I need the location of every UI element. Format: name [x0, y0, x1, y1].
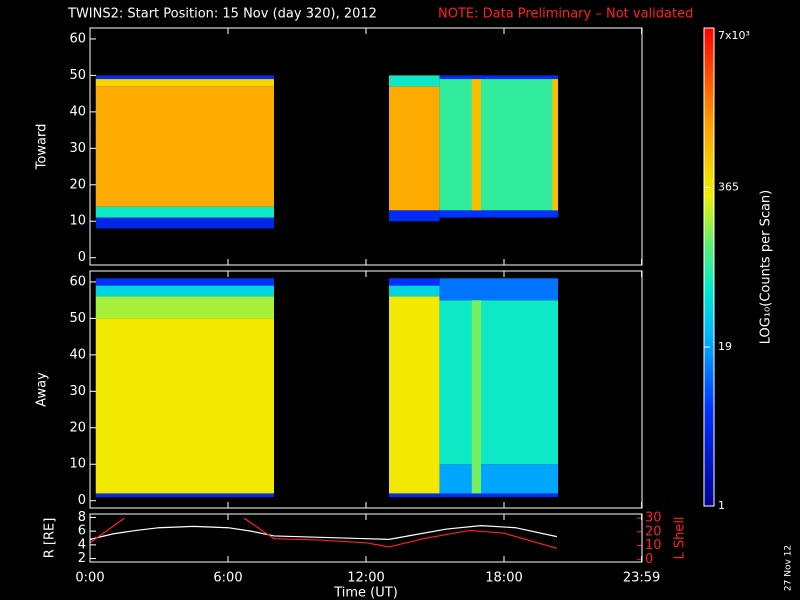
spectrogram-cell — [439, 493, 559, 498]
spectrogram-cell — [95, 278, 274, 286]
x-tick-label: 18:00 — [485, 571, 522, 586]
note: NOTE: Data Preliminary – Not validated — [438, 7, 693, 22]
y-tick-label: 10 — [69, 457, 86, 472]
spectrogram-cell — [389, 86, 440, 211]
spectrogram-cell — [471, 79, 481, 211]
spectrogram-cell — [95, 217, 274, 229]
y2-axis-label: L Shell — [673, 516, 688, 559]
y-tick-label: 50 — [69, 68, 86, 83]
x-tick-label: 12:00 — [347, 571, 384, 586]
spectrogram-cell — [389, 296, 440, 494]
y-tick-label: 10 — [69, 214, 86, 229]
spectrogram-cell — [439, 210, 559, 218]
spectrogram-cell — [439, 79, 559, 211]
y-tick-label: 8 — [78, 510, 86, 525]
colorbar-tick-label: 19 — [718, 340, 732, 353]
spectrogram-cell — [95, 493, 274, 498]
line-series — [89, 525, 558, 540]
y-tick-label: 40 — [69, 347, 86, 362]
y2-tick-label: 0 — [645, 552, 653, 567]
spectrogram-cell — [389, 210, 440, 222]
colorbar-tick-label: 1 — [718, 499, 725, 512]
colorbar-label: LOG₁₀(Counts per Scan) — [759, 190, 774, 345]
y-tick-label: 50 — [69, 311, 86, 326]
spectrogram-cell — [95, 296, 274, 319]
x-tick-label: 23:59 — [623, 571, 660, 586]
spectrogram-cell — [95, 206, 274, 218]
spectrogram-cell — [389, 75, 440, 87]
spectrogram-cell — [389, 278, 440, 286]
spectrogram-cell — [439, 75, 559, 80]
spectrogram-cell — [95, 318, 274, 494]
spectrogram-cell — [95, 79, 274, 87]
y2-tick-label: 20 — [645, 524, 662, 539]
y-tick-label: 2 — [78, 551, 86, 566]
spectrogram-cell — [95, 86, 274, 207]
spectrogram-cell — [389, 493, 440, 498]
y-axis-label: Toward — [35, 124, 50, 171]
y-axis-label: R [RE] — [43, 518, 58, 559]
y-tick-label: 0 — [78, 250, 86, 265]
x-tick-label: 6:00 — [213, 571, 242, 586]
y-axis-label: Away — [35, 372, 50, 407]
y-tick-label: 20 — [69, 177, 86, 192]
spectrogram-cell — [439, 278, 559, 301]
y-tick-label: 4 — [78, 537, 86, 552]
y2-tick-label: 30 — [645, 511, 662, 526]
colorbar-tick-label: 365 — [718, 180, 739, 193]
spectrogram-cell — [439, 300, 559, 465]
y-tick-label: 40 — [69, 104, 86, 119]
title: TWINS2: Start Position: 15 Nov (day 320)… — [67, 7, 377, 22]
spectrogram-cell — [389, 285, 440, 297]
spectrogram-cell — [95, 285, 274, 297]
y-tick-label: 20 — [69, 420, 86, 435]
x-axis-label: Time (UT) — [333, 586, 398, 600]
line-series — [89, 517, 558, 549]
spectrogram-cell — [552, 79, 559, 211]
y-tick-label: 0 — [78, 493, 86, 508]
x-tick-label: 0:00 — [75, 571, 104, 586]
date-stamp: 27 Nov 12 — [784, 545, 794, 591]
y-tick-label: 6 — [78, 524, 86, 539]
colorbar-tick-label: 7x10³ — [718, 29, 750, 42]
y-tick-label: 60 — [69, 274, 86, 289]
y2-tick-label: 10 — [645, 538, 662, 553]
spectrogram-cell — [439, 464, 559, 494]
y-tick-label: 30 — [69, 384, 86, 399]
colorbar — [703, 27, 715, 507]
y-tick-label: 30 — [69, 141, 86, 156]
spectrogram-cell — [95, 75, 274, 80]
y-tick-label: 60 — [69, 31, 86, 46]
spectrogram-cell — [471, 300, 481, 494]
